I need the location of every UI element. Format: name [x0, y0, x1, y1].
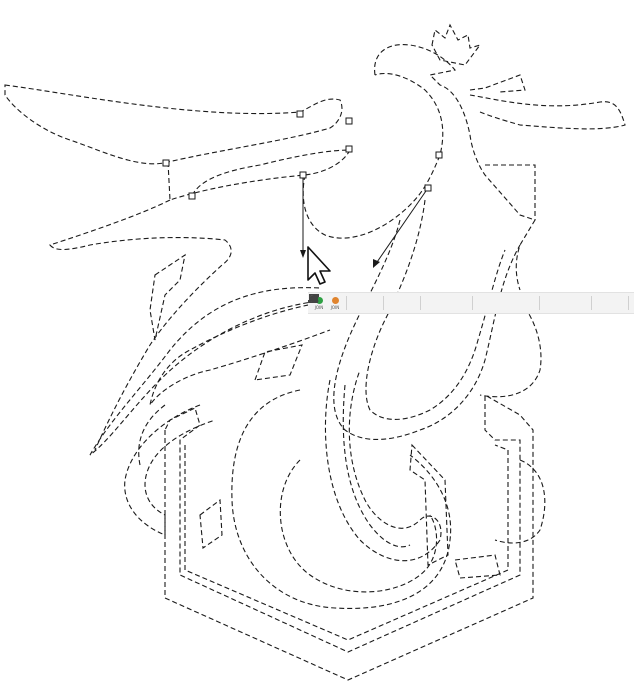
toolbar-separator — [591, 296, 592, 310]
crown-path[interactable] — [431, 23, 482, 66]
tail-curve-path[interactable] — [324, 369, 442, 562]
symmetric-node-button[interactable] — [308, 296, 468, 310]
path-node[interactable] — [424, 184, 432, 192]
object-to-path-button[interactable] — [309, 294, 557, 310]
right-ring-path[interactable] — [494, 459, 546, 544]
path-node[interactable] — [296, 110, 304, 118]
wing-mid-path[interactable] — [149, 299, 341, 406]
join-right-label: JOIN — [330, 304, 340, 310]
body-path[interactable] — [333, 219, 521, 440]
body-inner-path[interactable] — [365, 199, 506, 421]
right-small-panel-path[interactable] — [454, 554, 501, 579]
toolbar-separator — [383, 296, 384, 310]
path-node[interactable] — [345, 145, 353, 153]
handle-arrow-left — [300, 250, 306, 258]
add-node-button[interactable] — [309, 295, 490, 310]
wing-band-b-path[interactable] — [49, 199, 232, 451]
path-node[interactable] — [345, 117, 353, 125]
ring-outer-path[interactable] — [231, 389, 452, 610]
cursor-svg — [307, 246, 331, 285]
toolbar-separator — [346, 296, 347, 310]
path-node[interactable] — [188, 192, 196, 200]
small-left-panel-path[interactable] — [199, 498, 223, 549]
handle-line-right[interactable] — [374, 187, 429, 266]
smooth-node-button[interactable] — [308, 296, 453, 310]
toolbar-separator — [472, 296, 473, 310]
split-button[interactable] — [309, 295, 379, 310]
toolbar-separator — [420, 296, 421, 310]
join-nodes-button[interactable] — [309, 294, 520, 310]
crest-top-path[interactable] — [469, 74, 526, 93]
stroke-to-path-button[interactable] — [309, 294, 572, 310]
left-ribbon-b-path[interactable] — [138, 404, 166, 466]
delete-node-button[interactable] — [309, 294, 505, 310]
show-path-button[interactable] — [309, 294, 624, 310]
shield-outer-path[interactable] — [164, 394, 534, 681]
join-right-dot-icon — [331, 296, 339, 304]
neck-path[interactable] — [302, 72, 444, 239]
break-node-button[interactable] — [310, 294, 535, 310]
break-path-button[interactable] — [309, 296, 364, 310]
handle-arrow-right — [373, 259, 380, 268]
show-handles-button[interactable] — [308, 294, 587, 310]
join-left-label: JOIN — [314, 304, 324, 310]
path-node[interactable] — [435, 151, 443, 159]
head-path[interactable] — [374, 44, 536, 291]
corner-node-button[interactable] — [308, 295, 438, 310]
left-ribbon-path[interactable] — [124, 404, 216, 536]
left-tab-path[interactable] — [149, 253, 186, 341]
tail-curve-inner-path[interactable] — [342, 384, 411, 548]
left-swoosh-path[interactable] — [89, 287, 341, 456]
back-panel-path[interactable] — [485, 164, 536, 220]
right-leg-path[interactable] — [409, 443, 449, 566]
ring-inner-path[interactable] — [279, 459, 438, 593]
upper-wing-path[interactable] — [4, 84, 343, 165]
shield-inner-path[interactable] — [184, 444, 509, 641]
mask-icon — [309, 294, 318, 303]
diamond-path[interactable] — [254, 344, 303, 381]
curve-segment-button[interactable] — [309, 294, 416, 310]
join-right-button[interactable]: JOIN — [328, 295, 342, 311]
crest-path[interactable] — [469, 94, 626, 130]
path-node[interactable] — [162, 159, 170, 167]
toolbar-separator — [539, 296, 540, 310]
line-segment-button[interactable] — [309, 294, 401, 310]
node-toolbar: JOIN JOIN — [308, 292, 634, 314]
path-node[interactable] — [299, 171, 307, 179]
show-outline-button[interactable] — [309, 294, 609, 310]
toolbar-separator — [628, 296, 629, 310]
